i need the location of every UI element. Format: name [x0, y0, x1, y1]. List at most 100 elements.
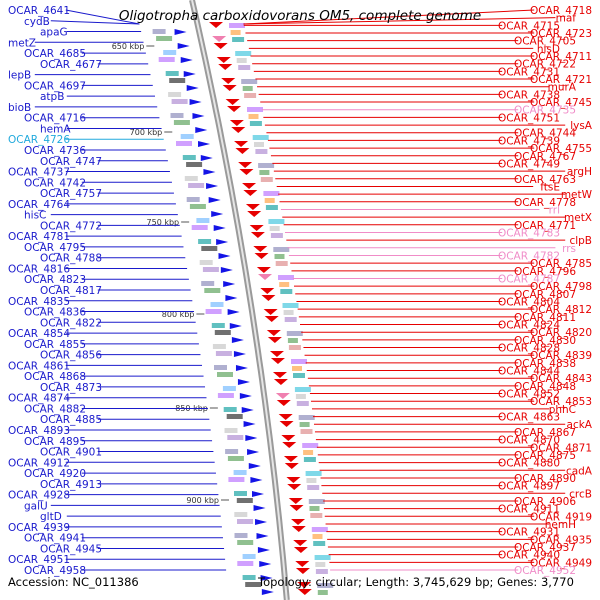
gene-label-left: OCAR_4895: [24, 436, 86, 448]
gene-label-right: OCAR_4839: [530, 350, 592, 362]
gene-label-right: rrl: [549, 204, 560, 216]
reverse-strand-arrow: [180, 57, 193, 63]
cog-block: [191, 225, 208, 230]
cog-block: [284, 317, 297, 322]
gene-label-right: OCAR_4796: [514, 266, 576, 278]
cog-block: [242, 575, 256, 580]
cog-block: [274, 254, 285, 259]
forward-strand-arrow: [263, 309, 278, 315]
kbp-tick-label: 750 kbp: [147, 218, 180, 227]
cog-block: [287, 338, 298, 343]
reverse-strand-arrow: [211, 211, 224, 217]
reverse-strand-arrow: [189, 99, 202, 105]
reverse-strand-arrow: [255, 519, 268, 525]
cog-block: [278, 275, 294, 280]
gene-label-left: OCAR_4736: [24, 145, 86, 157]
cog-block: [298, 415, 315, 420]
forward-strand-arrow: [293, 540, 308, 546]
gene-label-right: OCAR_4767: [514, 151, 576, 163]
forward-strand-arrow: [218, 64, 233, 70]
gene-label-left: OCAR_4772: [40, 220, 102, 232]
cog-block: [170, 113, 184, 118]
cog-block: [236, 58, 247, 63]
gene-label-left: OCAR_4795: [24, 242, 86, 254]
gene-label-right: OCAR_4804: [498, 297, 560, 309]
forward-strand-arrow: [276, 400, 291, 406]
forward-strand-arrow: [273, 379, 288, 385]
gene-label-right: OCAR_4838: [514, 358, 576, 370]
cog-block: [163, 50, 177, 55]
reverse-strand-arrow: [206, 183, 219, 189]
forward-strand-arrow: [297, 582, 312, 588]
forward-strand-arrow: [216, 57, 231, 63]
gene-label-right: OCAR_4937: [514, 542, 576, 554]
reverse-strand-arrow: [195, 127, 208, 133]
forward-strand-arrow: [272, 372, 287, 378]
cog-block: [249, 121, 262, 126]
cog-block: [241, 79, 258, 84]
reverse-strand-arrow: [247, 449, 260, 455]
forward-strand-arrow: [288, 498, 303, 504]
cog-block: [186, 162, 203, 167]
cog-block: [242, 86, 253, 91]
cog-block: [235, 51, 252, 56]
reverse-strand-arrow: [257, 547, 270, 553]
cog-block: [310, 513, 323, 518]
gene-label-right: OCAR_4715: [498, 20, 560, 32]
forward-strand-arrow: [254, 253, 269, 259]
cog-block: [234, 533, 248, 538]
cog-block: [309, 506, 320, 511]
forward-strand-arrow: [284, 463, 299, 469]
forward-strand-arrow: [282, 442, 297, 448]
forward-strand-arrow: [279, 421, 294, 427]
cog-block: [293, 373, 305, 378]
reverse-strand-arrow: [177, 43, 190, 49]
forward-strand-arrow: [269, 351, 284, 357]
gene-label-right: cadA: [566, 465, 593, 477]
gene-label-left: OCAR_4856: [40, 350, 102, 362]
cog-block: [259, 170, 270, 175]
cog-block: [280, 289, 293, 294]
gene-label-left: OCAR_4920: [24, 468, 86, 480]
kbp-tick-label: 900 kbp: [186, 496, 219, 505]
kbp-tick-label: 800 kbp: [162, 310, 195, 319]
reverse-strand-arrow: [248, 463, 261, 469]
reverse-strand-arrow: [186, 85, 199, 91]
gene-label-right: rrs: [562, 243, 576, 255]
gene-label-left: OCAR_4788: [40, 253, 102, 265]
cog-block: [244, 93, 257, 98]
cog-block: [171, 99, 188, 104]
reverse-strand-arrow: [261, 589, 274, 595]
gene-label-left: OCAR_4912: [8, 457, 70, 469]
gene-label-right: OCAR_4870: [498, 435, 560, 447]
forward-strand-arrow: [286, 477, 301, 483]
reverse-strand-arrow: [233, 351, 246, 357]
forward-strand-arrow: [278, 414, 293, 420]
cog-block: [202, 267, 219, 272]
cog-block: [205, 309, 222, 314]
forward-strand-arrow: [242, 183, 257, 189]
forward-strand-arrow: [283, 456, 298, 462]
cog-block: [270, 233, 283, 238]
cog-block: [311, 527, 328, 532]
gene-label-right: OCAR_4890: [514, 473, 576, 485]
forward-strand-arrow: [260, 288, 275, 294]
gene-label-right: OCAR_4906: [514, 496, 576, 508]
forward-strand-arrow: [238, 162, 253, 168]
cog-block: [288, 345, 301, 350]
cog-block: [305, 471, 322, 476]
label-leader-layer: [34, 9, 566, 571]
cog-block: [214, 330, 231, 335]
gene-label-left: OCAR_4855: [24, 339, 86, 351]
cog-block: [238, 65, 251, 70]
gene-label-left: OCAR_4854: [8, 328, 70, 340]
forward-strand-arrow: [234, 141, 249, 147]
gene-label-left: OCAR_4737: [8, 167, 70, 179]
gene-label-right: OCAR_4824: [498, 320, 560, 332]
gene-label-right: ackA: [567, 419, 593, 431]
cog-block: [307, 485, 320, 490]
gene-label-left: OCAR_4939: [8, 522, 70, 534]
forward-strand-arrow: [235, 148, 250, 154]
gene-label-left: OCAR_4913: [40, 479, 102, 491]
cog-block: [217, 372, 233, 377]
